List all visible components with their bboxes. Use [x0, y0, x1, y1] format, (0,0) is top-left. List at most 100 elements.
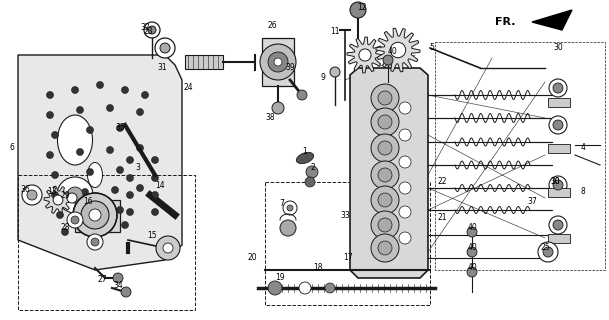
Circle shape — [89, 209, 101, 221]
Text: 40: 40 — [467, 244, 477, 252]
Circle shape — [549, 176, 567, 194]
Circle shape — [127, 209, 133, 215]
Circle shape — [283, 201, 297, 215]
Polygon shape — [44, 186, 72, 214]
Text: 37: 37 — [527, 197, 537, 206]
Circle shape — [67, 193, 77, 203]
Circle shape — [371, 211, 399, 239]
Text: 36: 36 — [20, 186, 30, 195]
Circle shape — [299, 282, 311, 294]
Circle shape — [371, 234, 399, 262]
Circle shape — [553, 120, 563, 130]
Circle shape — [141, 92, 149, 99]
Ellipse shape — [297, 152, 314, 164]
Text: 34: 34 — [113, 281, 123, 290]
Circle shape — [46, 92, 54, 99]
Circle shape — [371, 84, 399, 112]
Circle shape — [467, 227, 477, 237]
Text: 28: 28 — [60, 223, 70, 233]
Circle shape — [136, 108, 144, 116]
Bar — [548, 98, 570, 107]
Bar — [548, 234, 570, 243]
Circle shape — [57, 212, 63, 219]
Text: 10: 10 — [550, 178, 560, 187]
Text: 24: 24 — [183, 84, 193, 92]
Circle shape — [378, 141, 392, 155]
Text: 39: 39 — [285, 63, 295, 73]
Circle shape — [371, 134, 399, 162]
Text: 3: 3 — [136, 164, 141, 172]
Circle shape — [62, 228, 68, 236]
Circle shape — [46, 111, 54, 118]
Circle shape — [116, 124, 124, 132]
Polygon shape — [18, 55, 182, 270]
Text: 6: 6 — [10, 143, 15, 153]
Text: 12: 12 — [357, 4, 367, 12]
Circle shape — [399, 232, 411, 244]
Polygon shape — [376, 28, 420, 72]
Circle shape — [52, 132, 58, 139]
Circle shape — [350, 2, 366, 18]
Circle shape — [107, 147, 113, 154]
Text: 40: 40 — [467, 263, 477, 273]
Text: 13: 13 — [47, 188, 57, 196]
Text: 26: 26 — [267, 20, 277, 29]
Circle shape — [538, 242, 558, 262]
Circle shape — [305, 177, 315, 187]
Text: 30: 30 — [550, 178, 560, 187]
Circle shape — [152, 156, 158, 164]
Circle shape — [306, 166, 318, 178]
Circle shape — [549, 116, 567, 134]
Circle shape — [553, 180, 563, 190]
Circle shape — [113, 273, 123, 283]
Text: 17: 17 — [343, 253, 353, 262]
Circle shape — [81, 201, 109, 229]
Circle shape — [399, 156, 411, 168]
Circle shape — [86, 169, 94, 175]
Circle shape — [287, 205, 293, 211]
Circle shape — [378, 91, 392, 105]
Polygon shape — [347, 37, 383, 73]
Circle shape — [71, 86, 79, 93]
Circle shape — [378, 168, 392, 182]
Circle shape — [57, 177, 93, 213]
Circle shape — [467, 247, 477, 257]
Circle shape — [116, 206, 124, 213]
Circle shape — [136, 185, 144, 191]
Circle shape — [53, 195, 63, 205]
Circle shape — [86, 209, 94, 215]
Text: 38: 38 — [265, 114, 275, 123]
Text: 35: 35 — [115, 124, 125, 132]
Circle shape — [107, 105, 113, 111]
Circle shape — [359, 49, 371, 61]
Circle shape — [122, 221, 128, 228]
Circle shape — [160, 43, 170, 53]
Text: FR.: FR. — [495, 17, 515, 27]
Text: 31: 31 — [157, 63, 167, 73]
Circle shape — [371, 108, 399, 136]
Circle shape — [399, 129, 411, 141]
Circle shape — [549, 216, 567, 234]
Circle shape — [77, 148, 83, 156]
Circle shape — [46, 151, 54, 158]
Text: 33: 33 — [340, 211, 350, 220]
Circle shape — [96, 82, 104, 89]
Circle shape — [371, 186, 399, 214]
Circle shape — [136, 145, 144, 151]
Text: 1: 1 — [303, 148, 308, 156]
Circle shape — [543, 247, 553, 257]
Text: 18: 18 — [313, 263, 323, 273]
Circle shape — [91, 238, 99, 246]
Circle shape — [330, 67, 340, 77]
Bar — [75, 200, 120, 232]
Circle shape — [67, 212, 83, 228]
Text: 22: 22 — [437, 178, 447, 187]
Text: 25: 25 — [540, 244, 550, 252]
Text: 20: 20 — [247, 253, 257, 262]
Circle shape — [156, 236, 180, 260]
Circle shape — [399, 182, 411, 194]
Circle shape — [260, 44, 296, 80]
Text: 11: 11 — [330, 28, 340, 36]
Circle shape — [111, 187, 119, 194]
Text: 32: 32 — [140, 23, 150, 33]
